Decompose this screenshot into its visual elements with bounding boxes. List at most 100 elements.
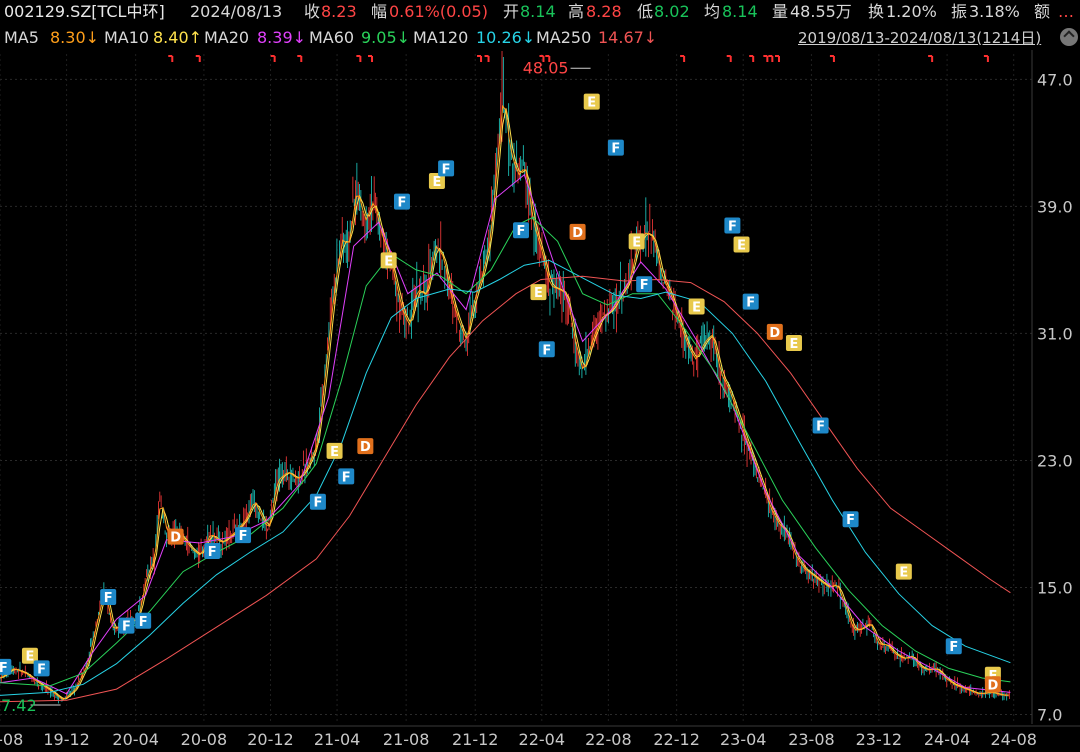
quote-date: 2024/08/13 [190, 2, 283, 21]
change-label: 幅 [371, 2, 388, 21]
event-marker-text: F [239, 529, 248, 544]
high-value: 8.28 [586, 2, 622, 21]
event-flag-icon [368, 55, 374, 62]
event-marker-e [785, 334, 802, 351]
volume-value: 48.55万 [790, 2, 852, 21]
turnover-value: 1.20% [886, 2, 937, 21]
event-marker-f [538, 341, 555, 358]
event-marker-f [33, 660, 50, 677]
event-marker-text: F [517, 224, 526, 239]
event-flag-icon [983, 55, 989, 62]
open-label: 开 [503, 2, 520, 21]
event-marker-text: F [313, 496, 322, 511]
min-price-label: 7.42 [1, 696, 37, 715]
event-marker-e [583, 93, 600, 110]
event-marker-f [607, 139, 624, 156]
event-marker-d [984, 676, 1001, 693]
x-tick-label: 19-12 [43, 730, 90, 749]
event-flag-icon [763, 55, 769, 62]
event-marker-text: E [737, 239, 746, 254]
event-marker-text: F [949, 640, 958, 655]
event-marker-f [945, 638, 962, 655]
event-marker-e [428, 173, 445, 190]
event-marker-e [688, 298, 705, 315]
event-flag-icon [195, 55, 201, 62]
x-tick-label: 20-12 [247, 730, 294, 749]
ma10-name: MA10 [104, 28, 150, 47]
x-tick-label: 23-12 [856, 730, 903, 749]
x-tick-label: 23-08 [788, 730, 835, 749]
event-marker-text: D [170, 531, 181, 546]
ma20-value: 8.39↓ [257, 28, 307, 47]
event-flag-icon [726, 55, 732, 62]
x-tick-label: 20-04 [112, 730, 159, 749]
low-value: 8.02 [654, 2, 690, 21]
stock-symbol[interactable]: 002129.SZ[TCL中环] [4, 2, 165, 21]
ma60-line [0, 216, 1011, 687]
close-value: 8.23 [321, 2, 357, 21]
event-marker-text: D [572, 226, 583, 241]
x-tick-label: 19-08 [0, 730, 23, 749]
kline-chart[interactable]: 47.0 39.0 31.0 23.0 15.0 7.0 19-08 19-12 20-04 20… [0, 50, 1080, 752]
event-marker-f [742, 293, 759, 310]
collapse-icon[interactable] [1060, 28, 1078, 46]
x-tick-label: 20-08 [181, 730, 228, 749]
ma60-name: MA60 [309, 28, 355, 47]
ma20-name: MA20 [204, 28, 250, 47]
x-tick-label: 24-08 [990, 730, 1037, 749]
date-range[interactable]: 2019/08/13-2024/08/13(1214日) [798, 29, 1042, 47]
y-tick-label: 31.0 [1037, 324, 1073, 343]
event-marker-text: F [611, 142, 620, 157]
event-marker-text: D [987, 678, 998, 693]
event-marker-f [636, 276, 653, 293]
ma250-name: MA250 [536, 28, 592, 47]
ma5-value: 8.30↓ [50, 28, 100, 47]
quote-header: 002129.SZ[TCL中环] 2024/08/13 收 8.23 幅 0.6… [0, 0, 1080, 24]
event-flag-icon [484, 55, 490, 62]
ma250-line [0, 275, 1011, 703]
ma5-line [0, 104, 1009, 701]
avg-value: 8.14 [722, 2, 758, 21]
event-marker-text: E [384, 254, 393, 269]
y-tick-label: 47.0 [1037, 70, 1073, 89]
ma120-name: MA120 [413, 28, 469, 47]
ma10-line [0, 108, 1009, 700]
event-marker-d [167, 528, 184, 545]
event-flag-icon [928, 55, 934, 62]
event-marker-d [569, 223, 586, 240]
event-flag-icon [749, 55, 755, 62]
event-marker-d [766, 323, 783, 340]
event-marker-f [100, 588, 117, 605]
event-marker-text: E [534, 286, 543, 301]
more-indicator[interactable]: … [1058, 2, 1074, 21]
candles [0, 50, 1010, 704]
amplitude-label: 振 [951, 2, 968, 21]
ma120-line [0, 259, 1011, 696]
event-marker-text: D [769, 326, 780, 341]
ma5-name: MA5 [4, 28, 39, 47]
x-tick-label: 21-04 [314, 730, 361, 749]
event-marker-f [842, 511, 859, 528]
event-marker-f [438, 160, 455, 177]
event-marker-e [628, 233, 645, 250]
event-flag-icon [477, 55, 483, 62]
event-marker-f [204, 542, 221, 559]
event-marker-f [309, 493, 326, 510]
avg-label: 均 [704, 2, 721, 21]
event-flag-icon [768, 55, 774, 62]
ma250-value: 14.67↓ [598, 28, 658, 47]
event-flag-icon [829, 55, 835, 62]
event-marker-f [812, 417, 829, 434]
event-flag-icon [680, 55, 686, 62]
event-marker-text: F [542, 343, 551, 358]
event-marker-text: F [746, 296, 755, 311]
ma-legend: MA5 8.30↓ MA10 8.40↑ MA20 8.39↓ MA60 9.0… [0, 26, 1080, 50]
event-flag-icon [356, 55, 362, 62]
event-marker-d [357, 438, 374, 455]
event-marker-text: E [632, 235, 641, 250]
high-label: 高 [568, 2, 585, 21]
ma20-line [0, 173, 1011, 695]
event-marker-text: E [790, 337, 799, 352]
x-tick-label: 22-08 [585, 730, 632, 749]
event-flag-icon [270, 55, 276, 62]
